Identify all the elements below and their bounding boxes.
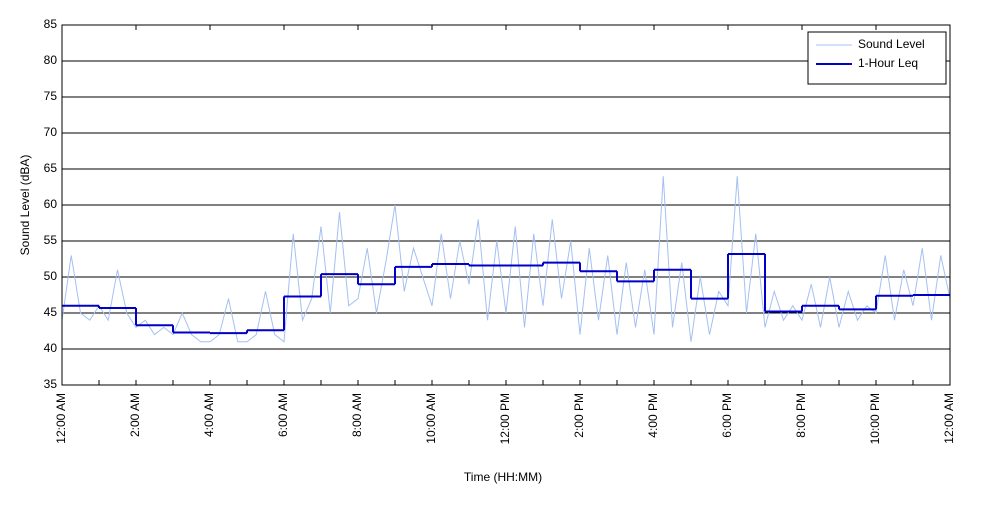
plot-frame <box>61 24 951 386</box>
y-axis-label: Sound Level (dBA) <box>18 155 32 256</box>
y-tick-label: 40 <box>44 341 58 355</box>
legend-label: Sound Level <box>858 37 925 51</box>
x-tick-label: 6:00 PM <box>720 393 734 438</box>
x-tick-label: 10:00 PM <box>868 393 882 444</box>
x-tick-label: 10:00 AM <box>424 393 438 444</box>
y-tick-label: 45 <box>44 305 58 319</box>
x-tick-label: 8:00 AM <box>350 393 364 437</box>
y-tick-label: 35 <box>44 377 58 391</box>
x-tick-label: 12:00 AM <box>54 393 68 444</box>
x-tick-label: 6:00 AM <box>276 393 290 437</box>
y-tick-label: 50 <box>44 269 58 283</box>
x-tick-label: 2:00 PM <box>572 393 586 438</box>
x-tick-label: 8:00 PM <box>794 393 808 438</box>
y-tick-label: 55 <box>44 233 58 247</box>
x-tick-label: 12:00 PM <box>498 393 512 444</box>
legend-label: 1-Hour Leq <box>858 56 918 70</box>
y-tick-label: 75 <box>44 89 58 103</box>
x-tick-label: 4:00 PM <box>646 393 660 438</box>
sound-level-line <box>61 176 951 343</box>
x-tick-label: 2:00 AM <box>128 393 142 437</box>
y-tick-label: 65 <box>44 161 58 175</box>
x-tick-label: 4:00 AM <box>202 393 216 437</box>
legend-box <box>807 31 947 85</box>
x-axis-label: Time (HH:MM) <box>464 470 542 484</box>
y-tick-label: 85 <box>44 17 58 31</box>
y-tick-label: 60 <box>44 197 58 211</box>
x-tick-label: 12:00 AM <box>942 393 956 444</box>
y-tick-label: 80 <box>44 53 58 67</box>
y-tick-label: 70 <box>44 125 58 139</box>
